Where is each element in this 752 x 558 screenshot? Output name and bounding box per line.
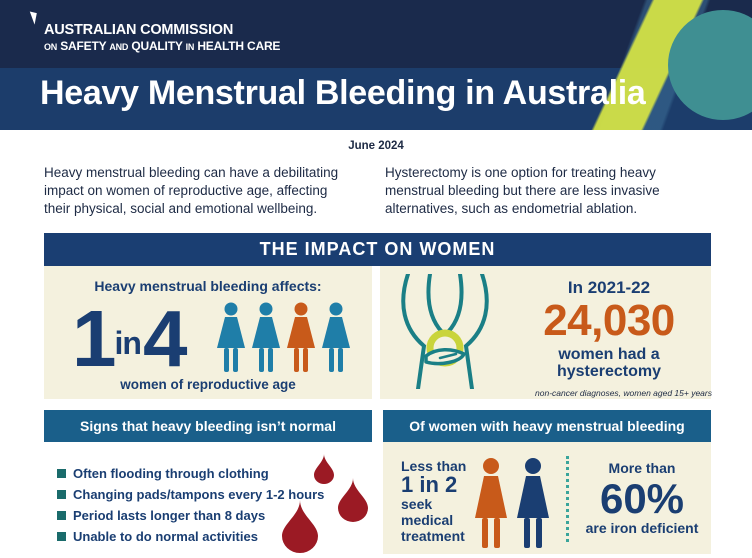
hysterectomy-label-1: women had a: [558, 346, 660, 363]
seek-treatment-stat: Less than 1 in 2 seek medical treatment: [401, 458, 467, 544]
header-banner: AUSTRALIAN COMMISSION ON SAFETY AND QUAL…: [0, 0, 752, 130]
banner-circle-decoration: [668, 10, 752, 120]
list-item: Period lasts longer than 8 days: [57, 505, 324, 526]
two-women-icon: [475, 458, 549, 548]
woman-figure-icon: [217, 302, 245, 372]
square-bullet-icon: [57, 511, 66, 520]
hysterectomy-count: 24,030: [543, 296, 675, 345]
women-hmb-panel: Less than 1 in 2 seek medical treatment …: [383, 442, 711, 554]
affects-panel: Heavy menstrual bleeding affects: 1in4 w…: [44, 266, 372, 399]
iron-deficiency-stat: More than 60% are iron deficient: [585, 460, 699, 536]
blood-drop-small-icon: [314, 454, 334, 484]
women-figures: [216, 302, 356, 372]
impact-heading: THE IMPACT ON WOMEN: [44, 233, 711, 266]
org-name-line2: ON SAFETY AND QUALITY IN HEALTH CARE: [44, 39, 281, 53]
list-item: Often flooding through clothing: [57, 463, 324, 484]
blood-drop-medium-icon: [338, 478, 368, 522]
blood-drop-large-icon: [282, 500, 318, 553]
intro-paragraph-right: Hysterectomy is one option for treating …: [385, 165, 660, 216]
ratio-denominator: 4: [142, 294, 187, 383]
reproductive-age-label: women of reproductive age: [120, 377, 296, 392]
intro-paragraph-left: Heavy menstrual bleeding can have a debi…: [44, 165, 339, 216]
hysterectomy-footnote: non-cancer diagnoses, women aged 15+ yea…: [535, 388, 712, 398]
ratio-numerator: 1: [72, 294, 116, 383]
torso-hands-icon: [401, 274, 489, 389]
hysterectomy-label-2: hysterectomy: [556, 363, 662, 380]
year-label: In 2021-22: [567, 278, 651, 297]
org-name-line1: AUSTRALIAN COMMISSION: [44, 22, 234, 38]
dotted-divider: [566, 456, 569, 542]
signs-list: Often flooding through clothing Changing…: [57, 463, 324, 547]
list-item: Changing pads/tampons every 1-2 hours: [57, 484, 324, 505]
signs-heading: Signs that heavy bleeding isn’t normal: [44, 410, 372, 442]
square-bullet-icon: [57, 532, 66, 541]
square-bullet-icon: [57, 490, 66, 499]
page-title: Heavy Menstrual Bleeding in Australia: [40, 74, 646, 112]
ratio-stat: 1in4: [72, 299, 187, 379]
woman-figure-icon: [322, 302, 350, 372]
publication-date: June 2024: [348, 140, 404, 152]
ratio-in: in: [114, 325, 142, 361]
square-bullet-icon: [57, 469, 66, 478]
women-hmb-heading: Of women with heavy menstrual bleeding: [383, 410, 711, 442]
list-item: Unable to do normal activities: [57, 526, 324, 547]
woman-figure-icon: [252, 302, 280, 372]
affects-label: Heavy menstrual bleeding affects:: [94, 278, 322, 294]
hysterectomy-panel: In 2021-22 24,030 women had a hysterecto…: [380, 266, 712, 399]
woman-figure-icon: [287, 302, 315, 372]
